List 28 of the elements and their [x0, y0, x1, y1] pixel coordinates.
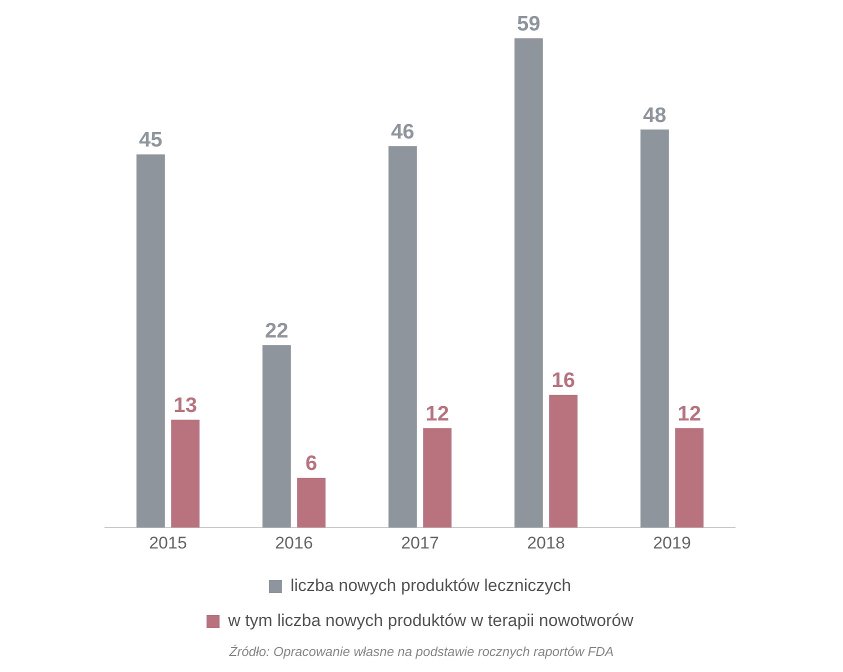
- data-label: 13: [174, 394, 198, 418]
- bar: [388, 146, 417, 528]
- data-label: 59: [516, 12, 540, 36]
- data-label: 12: [426, 402, 450, 426]
- bar: [423, 428, 452, 528]
- data-label: 48: [642, 104, 667, 127]
- bar: [675, 428, 704, 528]
- bar: [297, 478, 326, 528]
- x-tick-label: 2017: [401, 533, 439, 552]
- data-label: 46: [390, 120, 414, 144]
- bar: [514, 38, 543, 528]
- x-tick-label: 2018: [527, 533, 565, 552]
- text: Źródło: Opracowanie własne na podstawie rocznych raportów FDA: [228, 644, 615, 659]
- data-label: 22: [264, 319, 288, 342]
- bar: [640, 130, 669, 528]
- x-tick-label: 2019: [653, 533, 691, 552]
- x-tick-label: 2015: [149, 533, 187, 552]
- data-label: 16: [552, 369, 576, 392]
- bar: [262, 345, 291, 528]
- data-label: 12: [678, 402, 702, 426]
- legend-label: w tym liczba nowych produktów w terapii nowotworów: [227, 611, 634, 630]
- bar: [136, 154, 165, 528]
- x-tick-label: 2016: [275, 533, 313, 552]
- data-label: 6: [305, 452, 318, 476]
- bar: [549, 394, 578, 528]
- bar: [171, 420, 200, 528]
- data-label: 45: [138, 128, 163, 152]
- legend-label: liczba nowych produktów leczniczych: [290, 576, 572, 596]
